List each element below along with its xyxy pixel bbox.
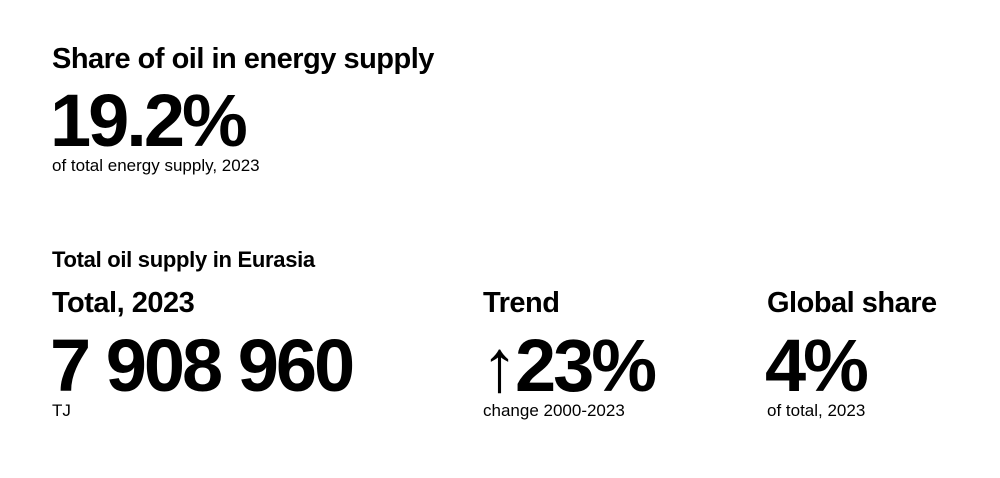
title: Share of oil in energy supply [52,43,434,75]
caption: of total energy supply, 2023 [52,156,260,175]
stat-caption: of total, 2023 [767,401,866,420]
stat-label: Global share [767,287,937,319]
headline-value: 19.2% [50,79,248,162]
stat-label: Trend [483,287,560,319]
stat-value: 4% [765,324,869,407]
stat-label: Total, 2023 [52,287,195,319]
stat-value: 7 908 960 [50,324,355,407]
stat-caption: change 2000-2023 [483,401,625,420]
stat-value: ↑23% [481,324,657,407]
stat-caption: TJ [52,401,71,420]
section-title: Total oil supply in Eurasia [52,247,315,272]
